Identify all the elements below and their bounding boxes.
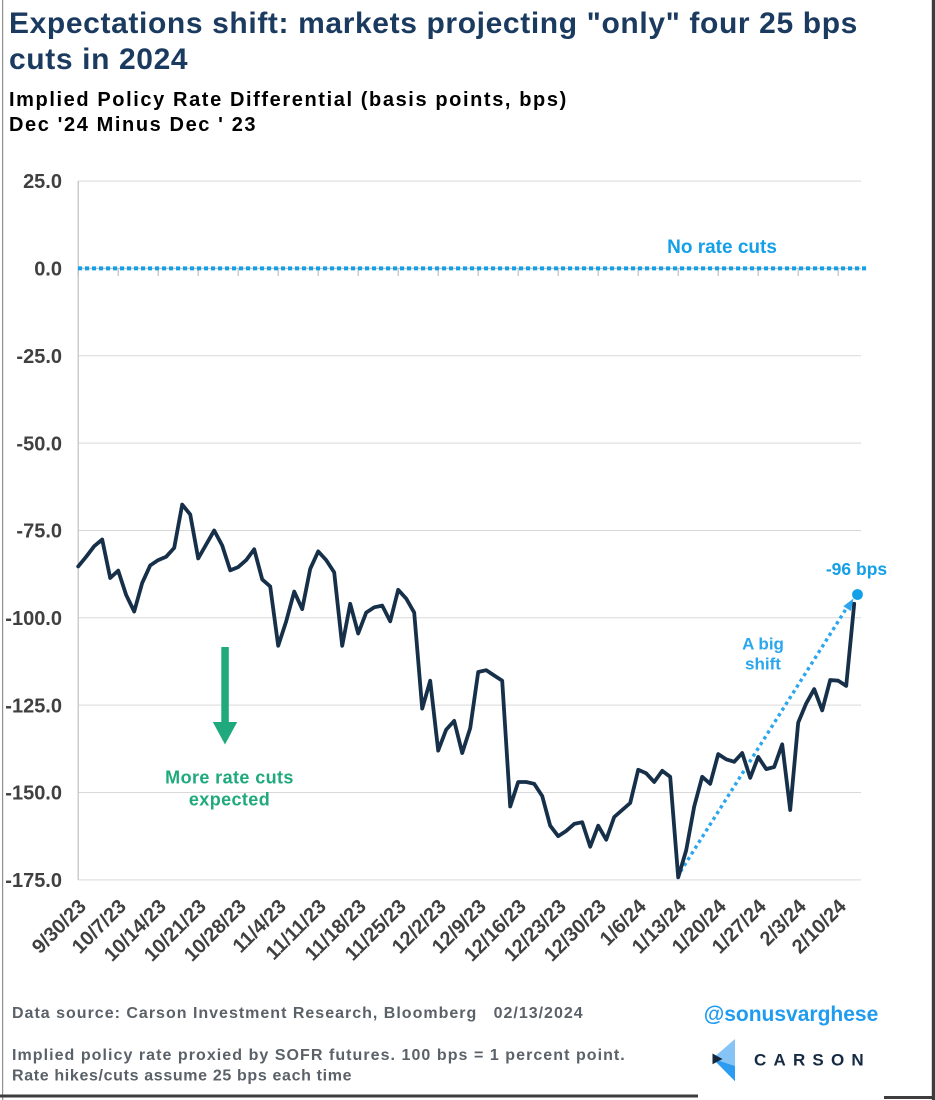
svg-text:-50.0: -50.0 xyxy=(16,433,62,455)
svg-text:Data source: Carson Investment: Data source: Carson Investment Research,… xyxy=(12,1005,584,1022)
svg-text:-175.0: -175.0 xyxy=(5,870,62,892)
svg-text:Implied policy rate proxied by: Implied policy rate proxied by SOFR futu… xyxy=(12,1047,626,1064)
svg-text:Rate hikes/cuts assume 25 bps: Rate hikes/cuts assume 25 bps each time xyxy=(12,1068,352,1085)
svg-text:shift: shift xyxy=(745,655,781,674)
svg-text:0.0: 0.0 xyxy=(34,259,62,281)
svg-text:-125.0: -125.0 xyxy=(5,695,62,717)
svg-text:-150.0: -150.0 xyxy=(5,783,62,805)
svg-text:-100.0: -100.0 xyxy=(5,608,62,630)
svg-text:-96 bps: -96 bps xyxy=(826,559,888,579)
svg-text:A big: A big xyxy=(742,635,784,654)
svg-text:@sonusvarghese: @sonusvarghese xyxy=(704,1003,879,1026)
svg-text:No rate cuts: No rate cuts xyxy=(667,237,777,258)
svg-text:expected: expected xyxy=(189,790,270,810)
svg-text:CARSON: CARSON xyxy=(754,1051,871,1070)
svg-text:25.0: 25.0 xyxy=(23,171,62,193)
svg-text:-75.0: -75.0 xyxy=(16,521,62,543)
svg-text:More rate cuts: More rate cuts xyxy=(165,768,294,788)
svg-text:-25.0: -25.0 xyxy=(16,346,62,368)
